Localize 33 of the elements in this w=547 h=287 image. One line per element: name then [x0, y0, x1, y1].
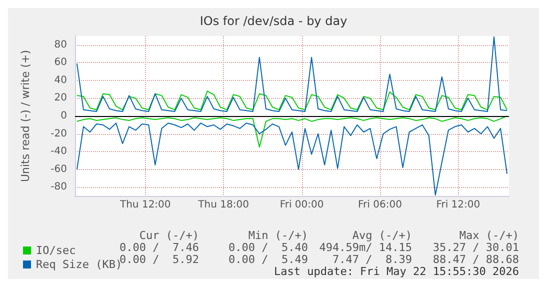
y-tick-label: 40 — [54, 74, 67, 86]
x-tick-label: Fri 12:00 — [436, 200, 480, 210]
chart-title: IOs for /dev/sda - by day — [200, 14, 348, 28]
y-tick-label: 20 — [54, 92, 67, 104]
text: 0.00 / 5.40 — [228, 241, 308, 254]
text: Max (-/+) — [459, 229, 519, 242]
x-tick-label: Fri 06:00 — [358, 200, 402, 210]
legend-label: IO/sec — [36, 244, 76, 257]
text: Avg (-/+) — [352, 229, 412, 242]
y-tick-label: -40 — [50, 146, 67, 158]
y-tick-label: 60 — [54, 57, 67, 68]
y-tick-label: -60 — [50, 164, 67, 175]
text: 0.00 / 5.92 — [120, 253, 199, 266]
text: Cur (-/+) — [139, 229, 199, 242]
line-series — [76, 116, 508, 148]
y-tick-label: 80 — [54, 39, 67, 50]
y-tick-label: -80 — [50, 182, 67, 193]
text: 494.59m/ 14.15 — [319, 241, 412, 254]
text: 88.47 / 88.68 — [432, 253, 519, 266]
text: 7.47 / 8.39 — [332, 253, 412, 266]
text: Min (-/+) — [248, 229, 308, 242]
text: 35.27 / 30.01 — [432, 241, 519, 254]
x-tick-label: Thu 12:00 — [118, 200, 171, 210]
line-series — [76, 90, 508, 110]
y-axis-title: Units read (-) / write (+) — [19, 50, 32, 182]
y-tick-label: 0 — [60, 110, 67, 122]
y-tick-label: -20 — [50, 128, 67, 140]
text: 0.00 / 5.49 — [228, 253, 308, 266]
x-tick-label: Thu 18:00 — [197, 200, 249, 210]
x-tick-label: Fri 00:00 — [280, 200, 324, 210]
text: 0.00 / 7.46 — [120, 241, 199, 254]
line-series — [76, 36, 508, 112]
text: Last update: Fri May 22 15:55:30 2026 — [274, 265, 520, 278]
